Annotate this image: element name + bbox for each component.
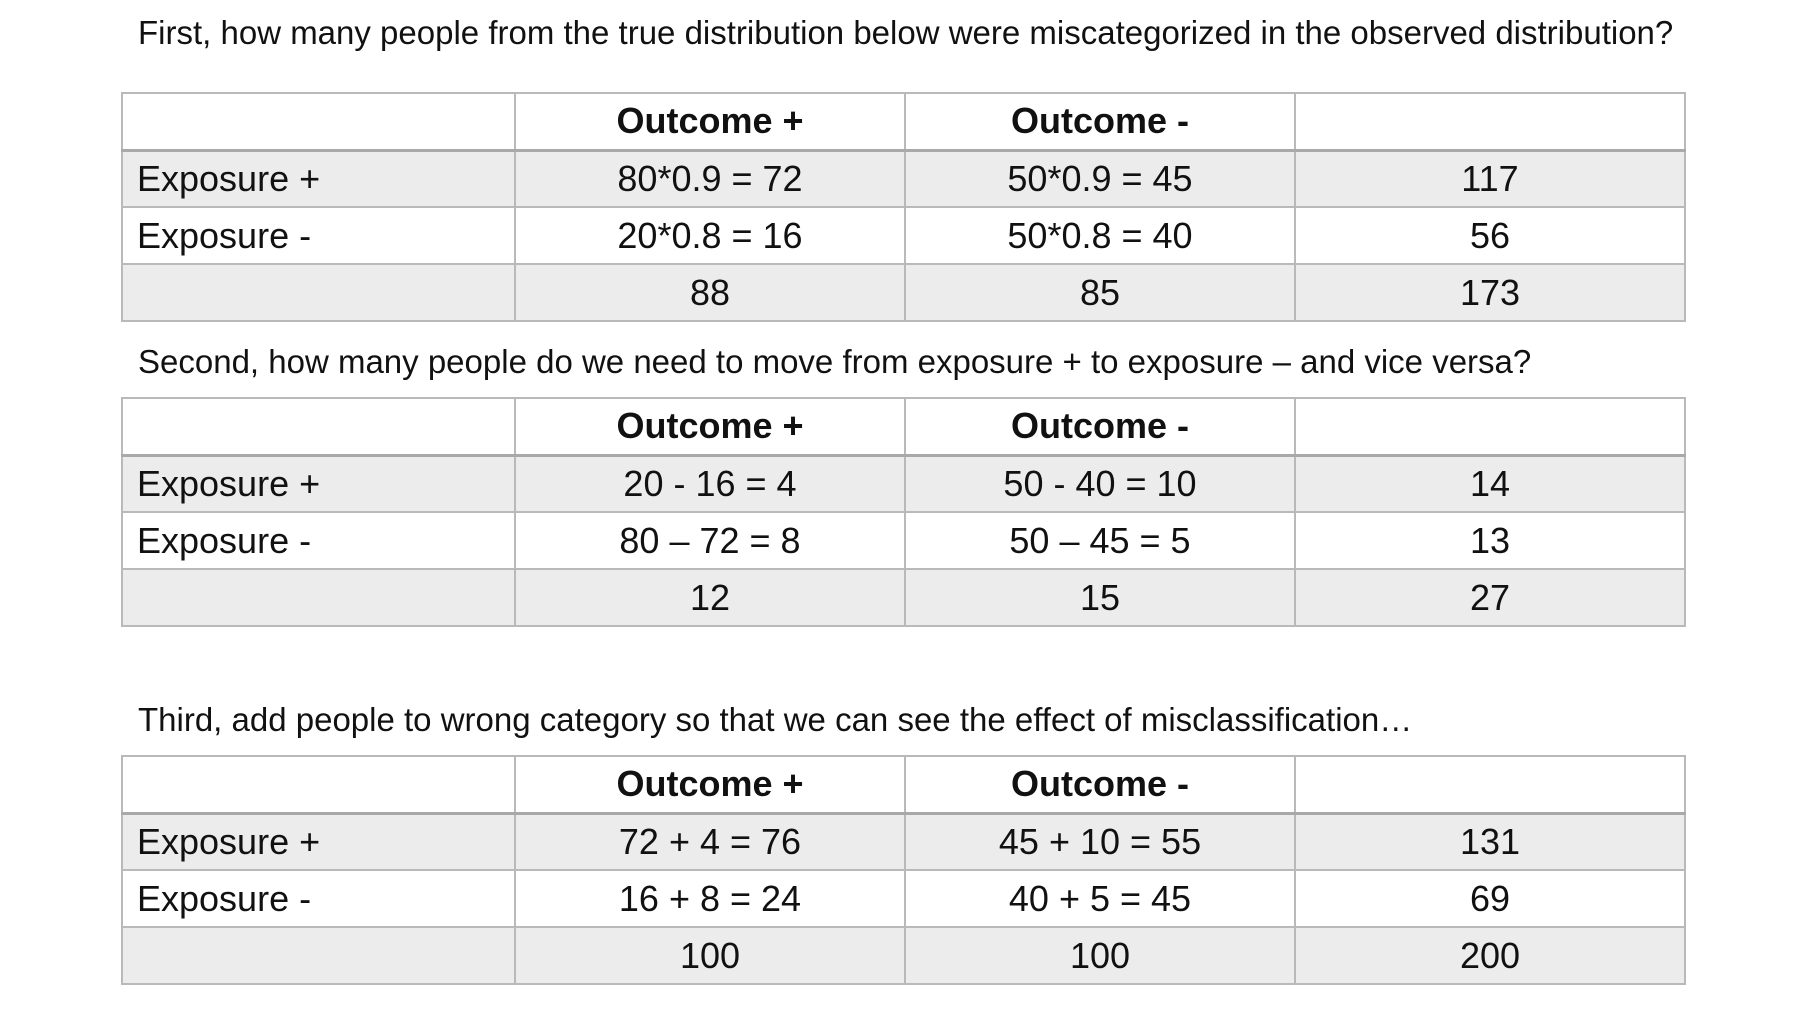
row-label: Exposure - [121, 869, 516, 928]
column-total: 12 [514, 568, 906, 627]
row-total: 131 [1294, 812, 1686, 871]
header-outcome-positive: Outcome + [514, 397, 906, 457]
table-3: Outcome + Outcome - Exposure + 72 + 4 = … [121, 755, 1686, 985]
table-cell: 50*0.9 = 45 [904, 149, 1296, 208]
header-cell-total [1294, 92, 1686, 152]
header-outcome-negative: Outcome - [904, 755, 1296, 815]
table-cell: 40 + 5 = 45 [904, 869, 1296, 928]
table-cell: 72 + 4 = 76 [514, 812, 906, 871]
table-row: Exposure + 20 - 16 = 4 50 - 40 = 10 14 [121, 454, 1686, 513]
table-cell: 20 - 16 = 4 [514, 454, 906, 513]
table-cell: 20*0.8 = 16 [514, 206, 906, 265]
header-outcome-negative: Outcome - [904, 92, 1296, 152]
table-row: Exposure - 80 – 72 = 8 50 – 45 = 5 13 [121, 511, 1686, 570]
row-label: Exposure + [121, 812, 516, 871]
row-label: Exposure + [121, 149, 516, 208]
row-label [121, 568, 516, 627]
table-row: 100 100 200 [121, 926, 1686, 985]
table-row: Exposure + 72 + 4 = 76 45 + 10 = 55 131 [121, 812, 1686, 871]
table-cell: 80 – 72 = 8 [514, 511, 906, 570]
table-cell: 50*0.8 = 40 [904, 206, 1296, 265]
table-cell: 80*0.9 = 72 [514, 149, 906, 208]
table-row: Exposure - 20*0.8 = 16 50*0.8 = 40 56 [121, 206, 1686, 265]
row-total: 14 [1294, 454, 1686, 513]
table-header-row: Outcome + Outcome - [121, 755, 1686, 815]
row-total: 56 [1294, 206, 1686, 265]
table-cell: 16 + 8 = 24 [514, 869, 906, 928]
header-cell-blank [121, 92, 516, 152]
table-header-row: Outcome + Outcome - [121, 92, 1686, 152]
header-cell-blank [121, 397, 516, 457]
row-label [121, 263, 516, 322]
table-2: Outcome + Outcome - Exposure + 20 - 16 =… [121, 397, 1686, 627]
question-1: First, how many people from the true dis… [138, 14, 1674, 51]
row-label: Exposure - [121, 511, 516, 570]
table-1: Outcome + Outcome - Exposure + 80*0.9 = … [121, 92, 1686, 322]
row-label: Exposure + [121, 454, 516, 513]
row-label [121, 926, 516, 985]
column-total: 100 [514, 926, 906, 985]
header-cell-blank [121, 755, 516, 815]
row-total: 117 [1294, 149, 1686, 208]
table-row: Exposure - 16 + 8 = 24 40 + 5 = 45 69 [121, 869, 1686, 928]
row-label: Exposure - [121, 206, 516, 265]
table-header-row: Outcome + Outcome - [121, 397, 1686, 457]
question-3: Third, add people to wrong category so t… [138, 701, 1413, 738]
grand-total: 200 [1294, 926, 1686, 985]
column-total: 85 [904, 263, 1296, 322]
header-cell-total [1294, 755, 1686, 815]
table-row: 88 85 173 [121, 263, 1686, 322]
table-cell: 45 + 10 = 55 [904, 812, 1296, 871]
column-total: 88 [514, 263, 906, 322]
grand-total: 173 [1294, 263, 1686, 322]
header-cell-total [1294, 397, 1686, 457]
table-cell: 50 – 45 = 5 [904, 511, 1296, 570]
table-row: 12 15 27 [121, 568, 1686, 627]
table-row: Exposure + 80*0.9 = 72 50*0.9 = 45 117 [121, 149, 1686, 208]
question-2: Second, how many people do we need to mo… [138, 343, 1532, 380]
row-total: 69 [1294, 869, 1686, 928]
row-total: 13 [1294, 511, 1686, 570]
header-outcome-positive: Outcome + [514, 755, 906, 815]
header-outcome-positive: Outcome + [514, 92, 906, 152]
column-total: 15 [904, 568, 1296, 627]
grand-total: 27 [1294, 568, 1686, 627]
column-total: 100 [904, 926, 1296, 985]
header-outcome-negative: Outcome - [904, 397, 1296, 457]
table-cell: 50 - 40 = 10 [904, 454, 1296, 513]
